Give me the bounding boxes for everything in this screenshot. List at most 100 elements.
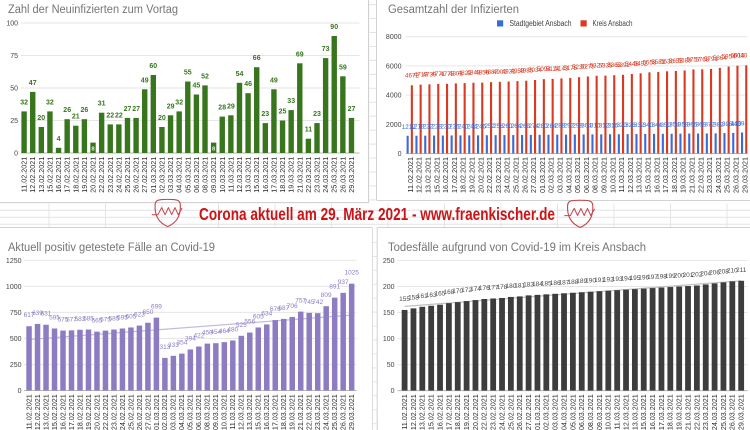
svg-text:18.02.2021: 18.02.2021	[459, 157, 468, 193]
svg-text:08.03.2021: 08.03.2021	[201, 157, 210, 193]
svg-text:198: 198	[656, 274, 667, 281]
svg-text:5230: 5230	[572, 64, 586, 71]
svg-text:4672: 4672	[405, 72, 419, 79]
svg-text:26.03.2021: 26.03.2021	[339, 394, 348, 430]
svg-text:5757: 5757	[687, 56, 701, 63]
svg-text:5034: 5034	[528, 67, 542, 74]
svg-text:500: 500	[10, 336, 22, 343]
svg-text:191: 191	[594, 277, 605, 284]
svg-text:184: 184	[532, 281, 543, 288]
svg-text:4848: 4848	[467, 70, 481, 77]
svg-text:1236: 1236	[446, 124, 460, 131]
svg-text:634: 634	[261, 310, 272, 317]
svg-text:13.03.2021: 13.03.2021	[635, 157, 644, 193]
svg-text:09.03.2021: 09.03.2021	[209, 157, 218, 193]
svg-text:22.02.2021: 22.02.2021	[101, 394, 110, 430]
svg-text:23: 23	[261, 111, 269, 118]
svg-text:01.03.2021: 01.03.2021	[152, 394, 161, 430]
svg-text:4985: 4985	[519, 68, 533, 75]
svg-text:17.03.2021: 17.03.2021	[657, 394, 666, 430]
svg-text:1268: 1268	[516, 123, 530, 130]
svg-text:699: 699	[151, 304, 162, 311]
svg-text:0: 0	[391, 388, 395, 395]
svg-text:4000: 4000	[386, 93, 402, 100]
svg-text:26.02.2021: 26.02.2021	[135, 394, 144, 430]
svg-text:1218: 1218	[411, 124, 425, 131]
svg-text:11.03.2021: 11.03.2021	[613, 394, 622, 429]
svg-text:10.03.2021: 10.03.2021	[220, 394, 229, 430]
svg-text:09.03.2021: 09.03.2021	[600, 157, 609, 193]
svg-text:18.02.2021: 18.02.2021	[75, 394, 84, 430]
svg-text:1292: 1292	[560, 123, 574, 130]
svg-text:26.03.2021: 26.03.2021	[732, 157, 741, 193]
svg-text:16.03.2021: 16.03.2021	[262, 394, 271, 430]
svg-text:66: 66	[253, 55, 261, 62]
svg-text:18.02.2021: 18.02.2021	[453, 394, 462, 430]
svg-text:5275: 5275	[581, 64, 595, 71]
svg-text:11.02.2021: 11.02.2021	[24, 394, 33, 429]
svg-text:27.02.2021: 27.02.2021	[140, 157, 149, 193]
svg-text:575: 575	[100, 317, 111, 324]
svg-text:4719: 4719	[414, 72, 428, 79]
svg-text:24.02.2021: 24.02.2021	[497, 394, 506, 430]
svg-text:16.03.2021: 16.03.2021	[652, 157, 661, 193]
svg-text:18.03.2021: 18.03.2021	[670, 157, 679, 193]
svg-text:09.03.2021: 09.03.2021	[595, 394, 604, 430]
svg-text:06.03.2021: 06.03.2021	[577, 394, 586, 430]
svg-text:394: 394	[185, 335, 196, 342]
svg-text:13.02.2021: 13.02.2021	[418, 394, 427, 430]
svg-text:565: 565	[92, 318, 103, 325]
svg-text:50: 50	[10, 86, 18, 93]
svg-text:706: 706	[287, 303, 298, 310]
svg-text:19.03.2021: 19.03.2021	[288, 394, 297, 430]
svg-text:6000: 6000	[386, 63, 402, 70]
svg-text:24.02.2021: 24.02.2021	[114, 157, 123, 193]
svg-text:03.03.2021: 03.03.2021	[551, 394, 560, 430]
svg-text:168: 168	[443, 289, 454, 296]
svg-text:25: 25	[10, 118, 18, 125]
svg-text:25.02.2021: 25.02.2021	[512, 157, 521, 193]
svg-text:05.03.2021: 05.03.2021	[573, 157, 582, 193]
svg-text:11.02.2021: 11.02.2021	[20, 157, 29, 192]
svg-text:24.03.2021: 24.03.2021	[714, 157, 723, 193]
svg-text:73: 73	[322, 46, 330, 53]
svg-text:Gesamtzahl der Infizierten: Gesamtzahl der Infizierten	[388, 4, 519, 16]
svg-text:192: 192	[603, 277, 614, 284]
svg-text:06.03.2021: 06.03.2021	[582, 157, 591, 193]
svg-text:585: 585	[109, 316, 120, 323]
svg-text:5791: 5791	[704, 56, 718, 63]
svg-text:0: 0	[398, 151, 402, 158]
svg-text:250: 250	[383, 258, 395, 265]
svg-text:11: 11	[305, 127, 313, 134]
svg-text:19.03.2021: 19.03.2021	[679, 157, 688, 193]
svg-text:4856: 4856	[475, 70, 489, 77]
svg-text:1326: 1326	[622, 122, 636, 129]
svg-text:1240: 1240	[455, 123, 469, 130]
svg-text:163: 163	[426, 292, 437, 299]
svg-text:02.03.2021: 02.03.2021	[160, 394, 169, 430]
svg-text:20: 20	[37, 115, 45, 122]
svg-text:5655: 5655	[669, 58, 683, 65]
svg-text:20.02.2021: 20.02.2021	[92, 394, 101, 430]
svg-text:17.03.2021: 17.03.2021	[271, 394, 280, 430]
svg-text:1244: 1244	[463, 123, 477, 130]
svg-text:177: 177	[488, 285, 499, 292]
svg-text:193: 193	[612, 276, 623, 283]
svg-text:02.03.2021: 02.03.2021	[157, 157, 166, 193]
svg-text:891: 891	[329, 284, 340, 291]
svg-text:2000: 2000	[386, 122, 402, 129]
svg-text:32: 32	[46, 99, 54, 106]
svg-text:595: 595	[117, 315, 128, 322]
svg-text:22.02.2021: 22.02.2021	[97, 157, 106, 193]
svg-text:01.03.2021: 01.03.2021	[538, 157, 547, 193]
svg-text:17.03.2021: 17.03.2021	[661, 157, 670, 193]
svg-text:631: 631	[41, 311, 52, 318]
svg-text:08.03.2021: 08.03.2021	[203, 394, 212, 430]
svg-text:206: 206	[709, 269, 720, 276]
svg-text:08.03.2021: 08.03.2021	[586, 394, 595, 430]
svg-text:06.03.2021: 06.03.2021	[192, 157, 201, 193]
svg-text:617: 617	[24, 312, 35, 319]
svg-text:29.03.2021: 29.03.2021	[347, 157, 356, 193]
svg-text:02.03.2021: 02.03.2021	[542, 394, 551, 430]
svg-text:19.02.2021: 19.02.2021	[462, 394, 471, 430]
